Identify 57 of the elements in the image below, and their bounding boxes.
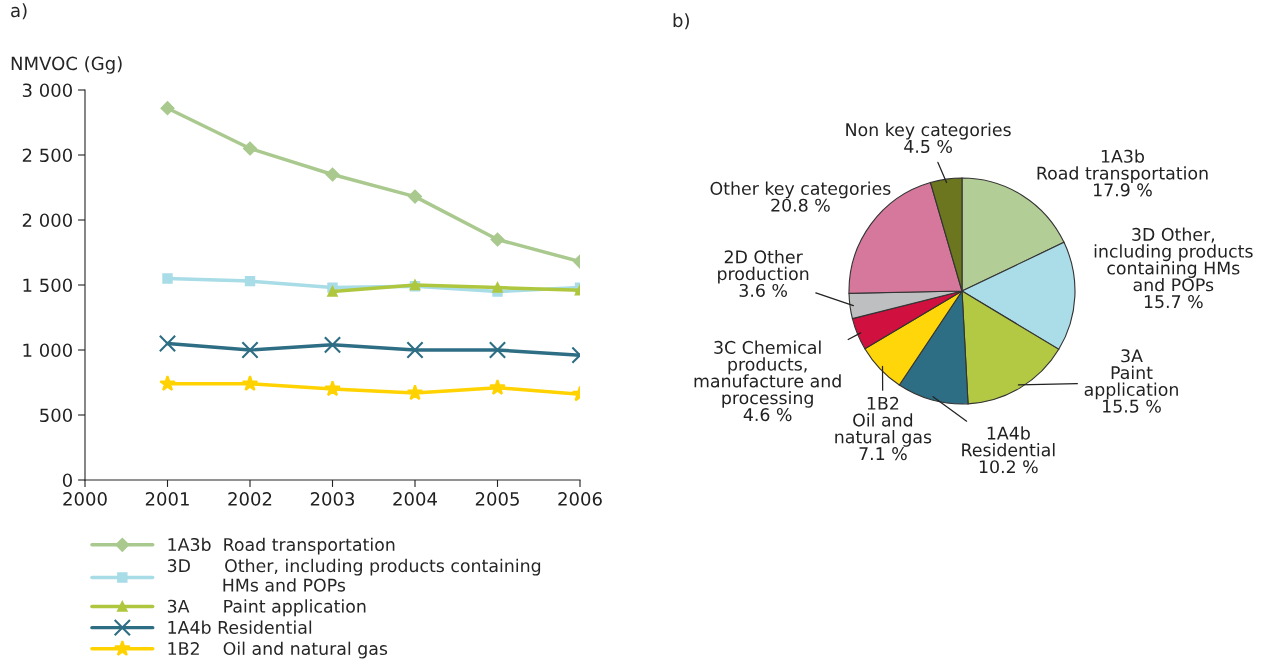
point — [490, 232, 505, 247]
chart-title: a) — [11, 3, 27, 20]
legend-label: 3A Paint application — [167, 599, 366, 617]
y-axis-title: NMVOC (Gg) — [11, 56, 122, 74]
data-label: 4.5 % — [904, 139, 952, 154]
chart-title: b) — [673, 13, 689, 30]
y-tick-label: 0 — [62, 473, 72, 488]
x-tick-label: 2005 — [475, 492, 519, 506]
x-tick-label: 2000 — [63, 492, 107, 506]
slice-label: 1A3b Road transportation — [1037, 149, 1208, 184]
point — [160, 101, 175, 116]
point — [327, 286, 338, 297]
x-tick-label: 2001 — [145, 492, 189, 506]
point — [243, 141, 257, 156]
point — [325, 167, 340, 182]
data-label: 7.1 % — [859, 447, 907, 461]
x-tick-label: 2006 — [558, 492, 602, 506]
point — [492, 282, 503, 293]
data-label: 10.2 % — [979, 460, 1038, 474]
x-tick-label: 2003 — [310, 492, 355, 506]
data-label: 17.9 % — [1094, 183, 1152, 197]
slice-label: 3D Other, including products containing HMs and POPs — [1094, 227, 1253, 292]
point — [158, 334, 177, 353]
point — [324, 380, 341, 397]
y-tick-label: 1 000 — [23, 343, 72, 358]
point — [489, 379, 506, 395]
y-tick-label: 2 500 — [22, 148, 72, 163]
slice-label: Non key categories — [846, 122, 1011, 140]
slice-label: Other key categories — [710, 181, 891, 199]
point — [159, 375, 176, 392]
slice-label: 1A4b Residential — [962, 426, 1055, 457]
y-tick-label: 1 500 — [23, 278, 72, 293]
legend-label: 3D Other, including products containing HMs and POPs — [167, 558, 541, 592]
point — [241, 341, 259, 359]
point — [406, 341, 424, 359]
point — [406, 384, 424, 401]
y-tick-label: 3 000 — [22, 83, 72, 98]
data-label: 3.6 % — [739, 283, 787, 298]
point — [162, 273, 173, 284]
point — [244, 275, 256, 287]
data-label: 15.7 % — [1144, 295, 1203, 309]
y-tick-label: 500 — [40, 408, 72, 423]
x-tick-label: 2004 — [393, 492, 437, 506]
data-label: 15.5 % — [1103, 399, 1161, 413]
legend-label: 1A3b Road transportation — [168, 537, 395, 555]
data-label: 20.8 % — [771, 198, 830, 212]
legend-label: 1B2 Oil and natural gas — [168, 641, 388, 659]
data-label: 4.6 % — [743, 408, 792, 422]
y-tick-label: 2 000 — [22, 213, 72, 228]
slice-label: 3A Paint application — [1084, 349, 1178, 400]
point — [408, 189, 422, 204]
point — [241, 375, 259, 392]
point — [488, 341, 507, 359]
point — [323, 336, 342, 354]
legend-label: 1A4b Residential — [168, 620, 312, 634]
x-tick-label: 2002 — [228, 492, 272, 506]
slice-label: 2D Other production — [718, 249, 809, 284]
